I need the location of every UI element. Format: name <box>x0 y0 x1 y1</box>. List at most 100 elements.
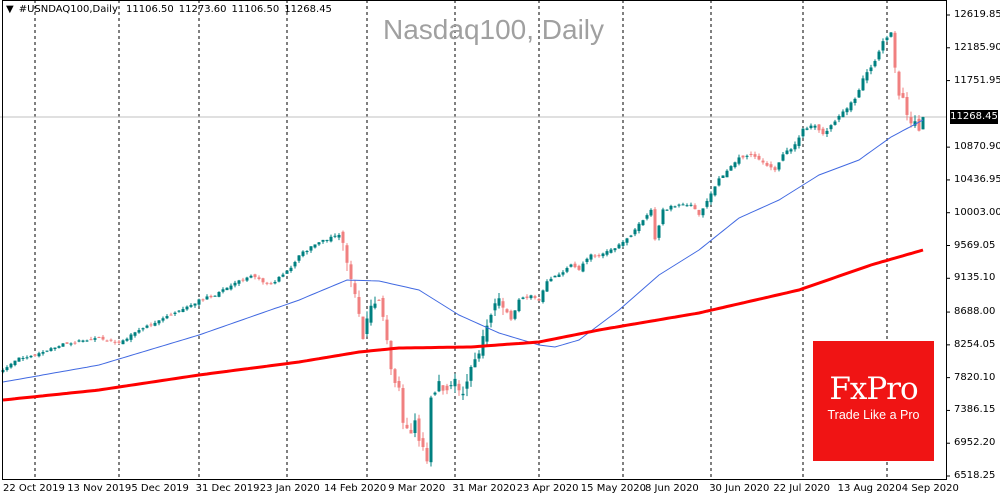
candle <box>637 222 641 234</box>
candle <box>689 202 693 207</box>
candle-body <box>233 282 237 286</box>
candle <box>213 295 217 297</box>
candle-body <box>353 283 357 295</box>
candle-body <box>737 157 741 164</box>
candle-body <box>273 281 277 284</box>
candle <box>329 234 333 243</box>
candle-body <box>605 251 609 255</box>
candle-body <box>581 263 585 272</box>
candle-body <box>449 385 453 387</box>
candle-body <box>301 251 305 256</box>
candle-body <box>373 303 377 308</box>
candle <box>661 207 665 226</box>
candle <box>681 202 685 206</box>
candle-body <box>321 239 325 242</box>
y-tick-label: 12619.85 <box>954 9 1000 20</box>
candle <box>873 59 877 68</box>
candle-body <box>141 328 145 330</box>
candle-body <box>465 381 469 389</box>
candle-body <box>385 319 389 341</box>
candle <box>157 320 161 326</box>
candle-body <box>701 208 705 216</box>
candle-body <box>149 324 153 326</box>
y-tick-label: 7820.10 <box>954 371 996 383</box>
candle <box>365 311 369 337</box>
candle-body <box>661 209 665 225</box>
candle <box>361 316 365 340</box>
candle <box>325 239 329 243</box>
candle-body <box>85 340 89 342</box>
candle-body <box>633 229 637 235</box>
candles <box>1 31 925 467</box>
candle-body <box>905 97 909 115</box>
candle-body <box>753 154 757 157</box>
candle <box>265 281 269 286</box>
candle <box>753 151 757 160</box>
candle-body <box>153 322 157 326</box>
candle-body <box>765 163 769 166</box>
candle-body <box>421 438 425 447</box>
candle-body <box>361 316 365 340</box>
candle-body <box>57 346 61 348</box>
candle-body <box>917 118 921 131</box>
plot-frame <box>2 0 947 480</box>
candle-body <box>597 255 601 257</box>
candle <box>789 148 793 154</box>
candle <box>849 101 853 113</box>
candle <box>701 208 705 218</box>
candle <box>189 303 193 308</box>
candle-body <box>165 316 169 319</box>
y-tick-label: 12185.90 <box>954 41 1000 53</box>
y-tick-label: 8254.05 <box>954 338 996 350</box>
candle <box>417 414 421 447</box>
candle-body <box>405 424 409 429</box>
candle <box>205 294 209 300</box>
candle <box>673 205 677 208</box>
candle-body <box>805 128 809 130</box>
candle <box>129 332 133 343</box>
x-tick-label: 22 Jul 2020 <box>773 483 830 494</box>
candle <box>25 355 29 360</box>
candle-body <box>13 360 17 366</box>
candle-body <box>349 264 353 279</box>
candle-body <box>101 336 105 340</box>
dropdown-triangle-icon[interactable]: ▼ <box>6 4 14 15</box>
candle <box>317 241 321 246</box>
candle-body <box>237 280 241 284</box>
candle-body <box>437 381 441 392</box>
candle-body <box>837 116 841 120</box>
candle <box>805 126 809 131</box>
y-axis-ticks <box>946 14 950 477</box>
candle <box>233 280 237 288</box>
candle <box>829 124 833 132</box>
candle <box>921 116 925 130</box>
candle <box>565 266 569 274</box>
candle <box>837 114 841 123</box>
candle-body <box>185 306 189 310</box>
candle-body <box>277 276 281 282</box>
candle <box>721 175 725 179</box>
y-tick-label: 10003.00 <box>954 206 1000 218</box>
candle <box>225 287 229 291</box>
candle <box>249 274 253 279</box>
candle <box>713 186 717 197</box>
candle <box>49 347 53 352</box>
candle-body <box>117 341 121 343</box>
candle <box>621 239 625 248</box>
candle-body <box>869 67 873 72</box>
candle-body <box>841 111 845 118</box>
candle <box>437 374 441 393</box>
candle <box>145 324 149 329</box>
candle <box>289 265 293 273</box>
candle-body <box>77 340 81 342</box>
candle-body <box>629 235 633 237</box>
candle-body <box>289 267 293 271</box>
candle-body <box>533 296 537 298</box>
candle-body <box>357 297 361 314</box>
candle <box>845 107 849 116</box>
candle-body <box>473 359 477 368</box>
candle-body <box>741 155 745 158</box>
candle <box>457 380 461 396</box>
candle <box>629 234 633 238</box>
candle-body <box>749 153 753 155</box>
